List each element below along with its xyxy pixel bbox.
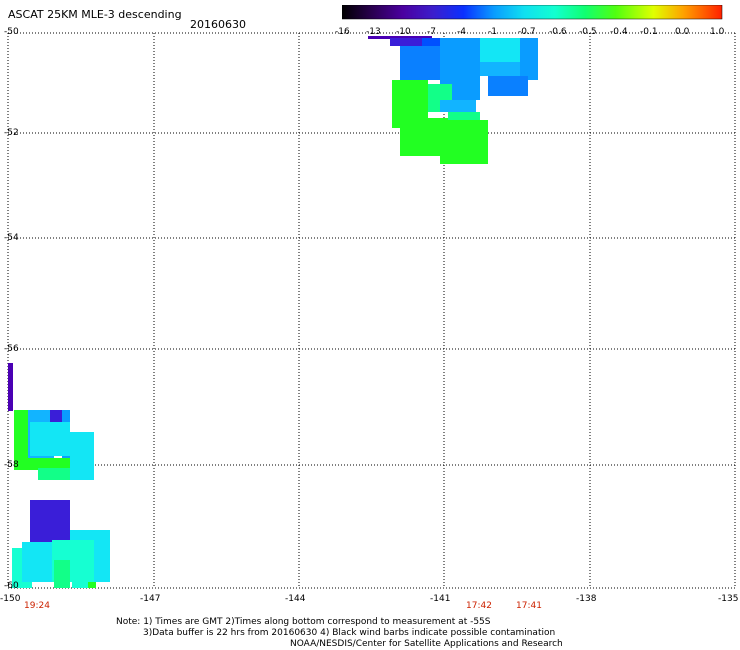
lat-label: -52: [4, 128, 19, 138]
cbar-label: -0.5: [579, 27, 597, 37]
cbar-label: -16: [335, 27, 350, 37]
cbar-label: -13: [366, 27, 381, 37]
plot-frame: [7, 32, 736, 589]
lon-label: -144: [285, 594, 306, 604]
cbar-label: -0.7: [518, 27, 536, 37]
data-swath-lower: [8, 363, 110, 588]
lat-label: -56: [4, 344, 19, 354]
map-date: 20160630: [190, 18, 246, 31]
cbar-label: -4: [457, 27, 466, 37]
cbar-label: -0.1: [640, 27, 658, 37]
time-label: 19:24: [24, 601, 50, 611]
map-title: ASCAT 25KM MLE-3 descending: [8, 8, 182, 21]
colorbar-gradient: [342, 5, 723, 20]
lon-label: -147: [140, 594, 161, 604]
lon-label: -135: [718, 594, 739, 604]
cbar-label: -0.6: [549, 27, 567, 37]
lon-label: -141: [430, 594, 451, 604]
time-label: 17:41: [516, 601, 542, 611]
lat-label: -50: [4, 27, 19, 37]
cbar-label: 1.0: [710, 27, 725, 37]
cbar-label: -0.4: [610, 27, 628, 37]
longitude-gridlines: [153, 33, 591, 588]
lon-label: -150: [0, 594, 21, 604]
lat-label: -54: [4, 233, 19, 243]
note-line-2: 3)Data buffer is 22 hrs from 20160630 4)…: [143, 628, 556, 638]
latitude-gridlines: [8, 132, 735, 466]
lat-label: -60: [4, 581, 19, 591]
time-label: 17:42: [466, 601, 492, 611]
lat-label: -58: [4, 460, 19, 470]
lon-label: -138: [576, 594, 597, 604]
note-line-1: Note: 1) Times are GMT 2)Times along bot…: [116, 617, 491, 627]
cbar-label: -1: [488, 27, 497, 37]
note-line-3: NOAA/NESDIS/Center for Satellite Applica…: [290, 639, 563, 649]
data-swath-upper: [368, 36, 538, 164]
cbar-label: -10: [396, 27, 411, 37]
colorbar: [342, 5, 723, 20]
cbar-label: -7: [427, 27, 436, 37]
cbar-label: 0.0: [675, 27, 690, 37]
